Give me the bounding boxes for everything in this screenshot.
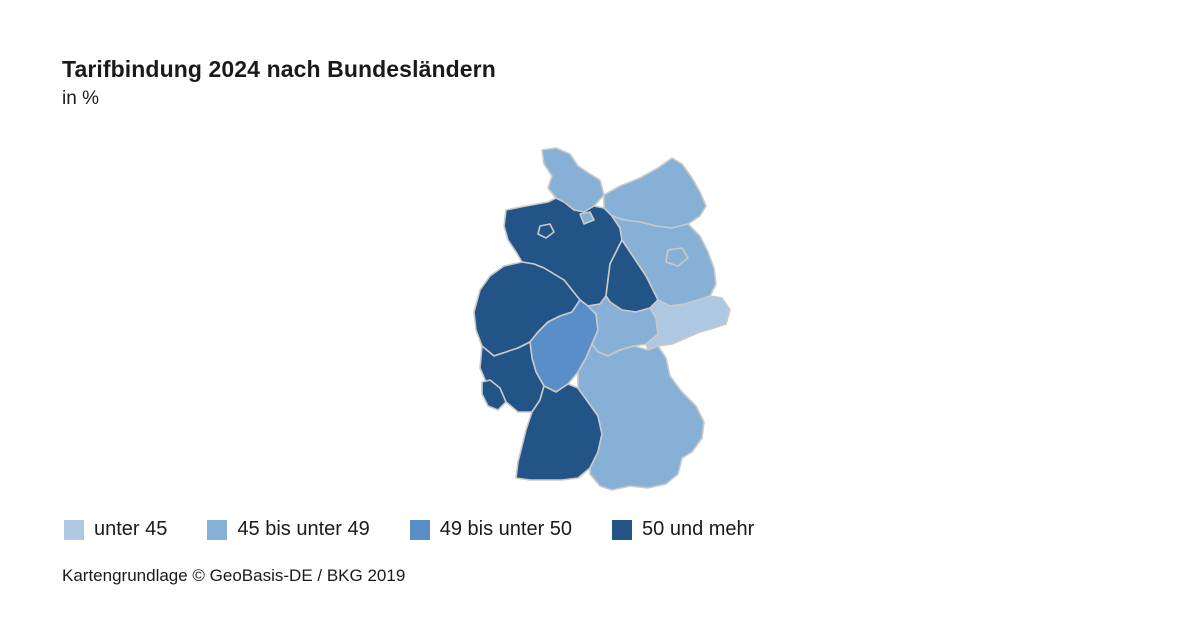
region-hamburg[interactable]: Hamburg (579, 211, 595, 225)
region-bayern[interactable]: Bayern (577, 343, 705, 491)
map-title: Tarifbindung 2024 nach Bundesländern (62, 56, 496, 82)
legend-label: 45 bis unter 49 (237, 518, 370, 540)
legend-swatch (207, 519, 228, 540)
map-subtitle: in % (62, 88, 99, 109)
legend-label: 49 bis unter 50 (439, 518, 573, 540)
legend-swatch (409, 519, 430, 540)
region-bremen[interactable]: Bremen (537, 223, 555, 239)
legend-swatch (64, 519, 84, 540)
legend-label: 50 und mehr (642, 518, 755, 540)
map-legend: unter 45 45 bis unter 49 49 bis unter 50… (64, 518, 754, 541)
region-sachsen[interactable]: Sachsen (645, 295, 731, 351)
germany-map: Schleswig-Holstein Mecklenburg-Vorpommer… (473, 147, 731, 491)
legend-item: 45 bis unter 49 (207, 518, 370, 541)
region-mecklenburg-vorpommern[interactable]: Mecklenburg-Vorpommern (603, 157, 707, 229)
legend-item: unter 45 (64, 518, 167, 541)
legend-swatch (612, 519, 633, 540)
legend-item: 50 und mehr (612, 518, 754, 541)
source-note: Kartengrundlage © GeoBasis-DE / BKG 2019 (62, 566, 406, 585)
region-berlin[interactable]: Berlin (665, 247, 689, 267)
legend-item: 49 bis unter 50 (409, 518, 573, 541)
legend-label: unter 45 (94, 518, 168, 540)
region-saarland[interactable]: Saarland (481, 379, 507, 411)
